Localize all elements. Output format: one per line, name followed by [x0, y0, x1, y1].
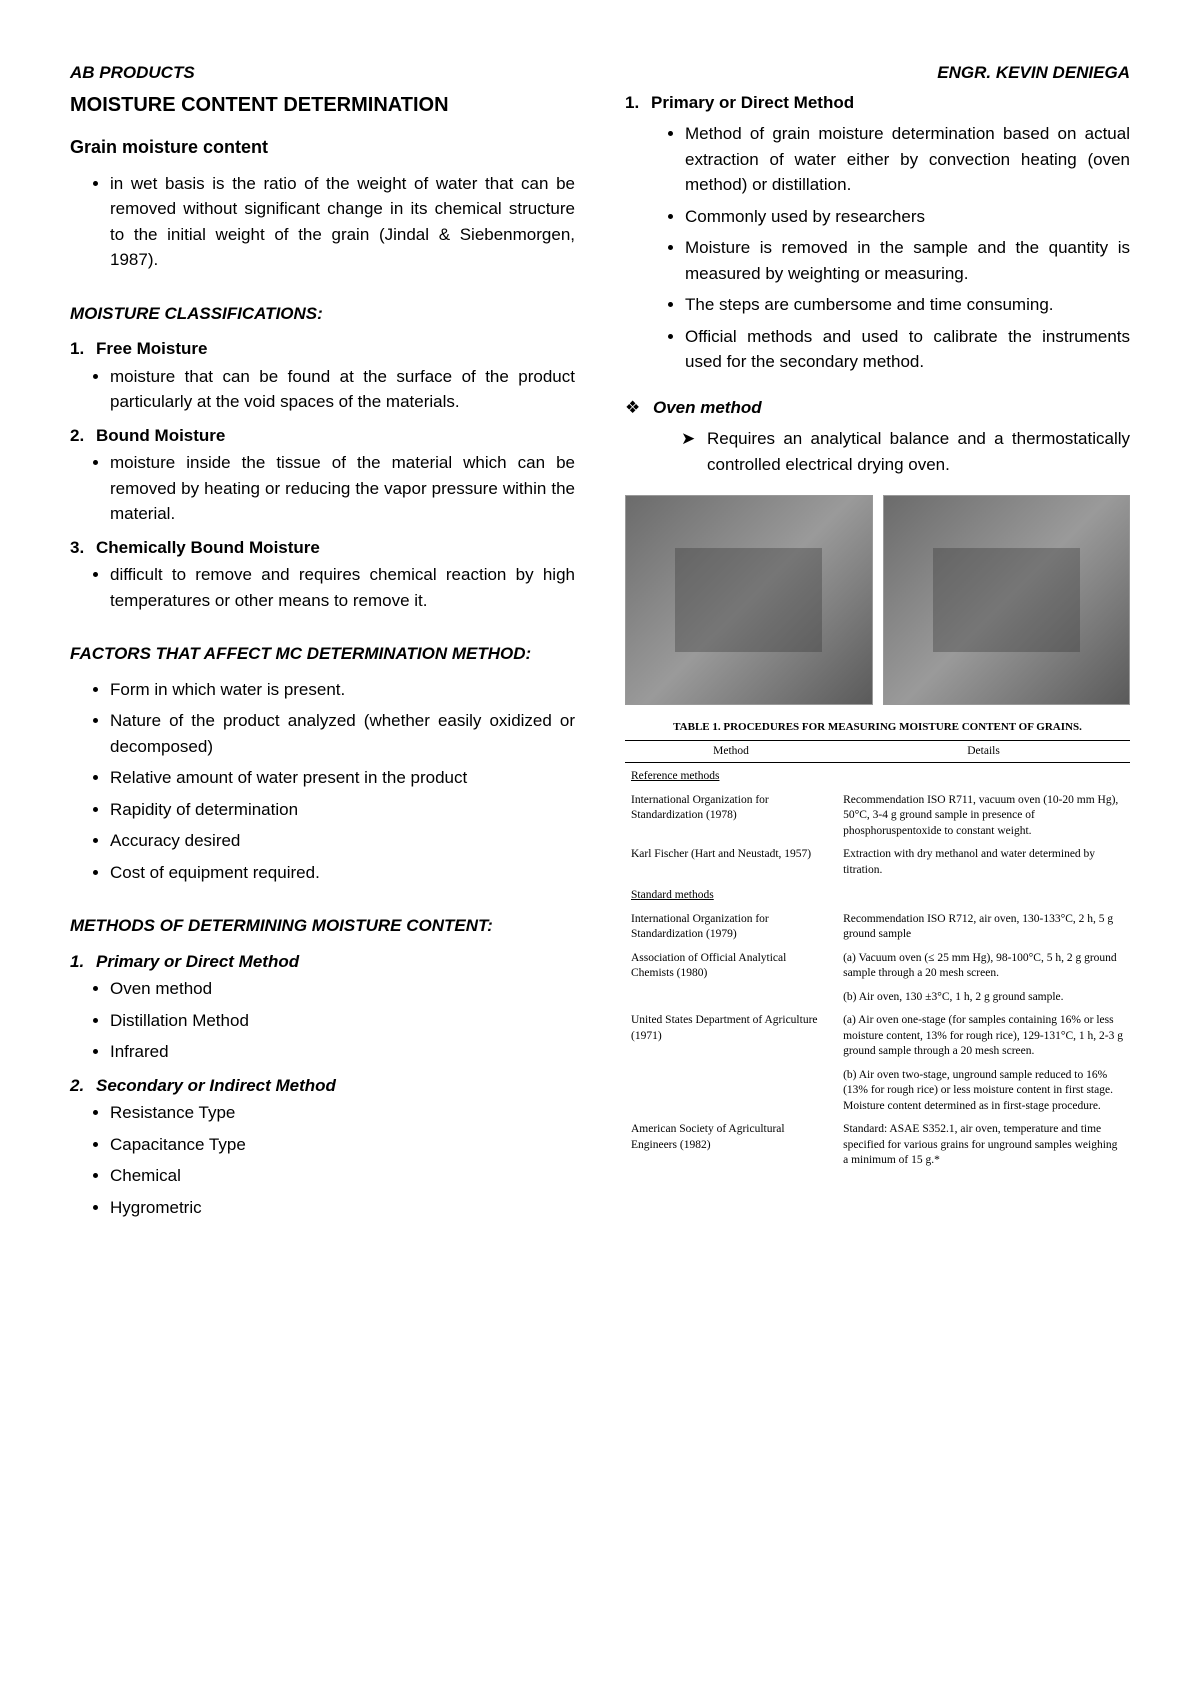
oven-method-row: ❖ Oven method	[625, 395, 1130, 421]
method-item: Hygrometric	[110, 1195, 575, 1221]
table-row: (b) Air oven two-stage, unground sample …	[625, 1064, 1130, 1119]
diamond-icon: ❖	[625, 395, 653, 421]
classification-2-desc: moisture inside the tissue of the materi…	[110, 450, 575, 527]
method-item: Infrared	[110, 1039, 575, 1065]
balance-image-placeholder	[883, 495, 1131, 705]
classification-1: 1. Free Moisture	[70, 336, 575, 362]
cell-detail: Extraction with dry methanol and water d…	[837, 843, 1130, 882]
cell-method: Karl Fischer (Hart and Neustadt, 1957)	[625, 843, 837, 882]
method-item: Capacitance Type	[110, 1132, 575, 1158]
table-row: International Organization for Standardi…	[625, 789, 1130, 844]
th-details: Details	[837, 740, 1130, 763]
classification-2-desc-list: moisture inside the tissue of the materi…	[70, 450, 575, 527]
primary-method-points: Method of grain moisture determination b…	[625, 121, 1130, 375]
header-left: AB PRODUCTS	[70, 60, 195, 86]
pm-point: Method of grain moisture determination b…	[685, 121, 1130, 198]
group-ref: Reference methods	[625, 763, 1130, 789]
cell-method: Association of Official Analytical Chemi…	[625, 947, 837, 986]
cell-detail: (b) Air oven two-stage, unground sample …	[837, 1064, 1130, 1119]
classification-3-desc: difficult to remove and requires chemica…	[110, 562, 575, 613]
method-group-2: 2. Secondary or Indirect Method	[70, 1073, 575, 1099]
method-item: Resistance Type	[110, 1100, 575, 1126]
cell-detail: (a) Vacuum oven (≤ 25 mm Hg), 98-100°C, …	[837, 947, 1130, 986]
classification-1-desc-list: moisture that can be found at the surfac…	[70, 364, 575, 415]
cell-detail: (b) Air oven, 130 ±3°C, 1 h, 2 g ground …	[837, 986, 1130, 1010]
arrow-icon: ➤	[681, 426, 707, 452]
main-title: MOISTURE CONTENT DETERMINATION	[70, 90, 575, 120]
cell-method	[625, 1064, 837, 1119]
pm-point: Commonly used by researchers	[685, 204, 1130, 230]
cell-method: International Organization for Standardi…	[625, 908, 837, 947]
methods-heading: METHODS OF DETERMINING MOISTURE CONTENT:	[70, 913, 575, 939]
left-column: MOISTURE CONTENT DETERMINATION Grain moi…	[70, 90, 575, 1229]
num: 2.	[70, 423, 96, 449]
procedures-table: Method Details Reference methods Interna…	[625, 740, 1130, 1173]
factor-item: Relative amount of water present in the …	[110, 765, 575, 791]
classification-3: 3. Chemically Bound Moisture	[70, 535, 575, 561]
cell-detail: (a) Air oven one-stage (for samples cont…	[837, 1009, 1130, 1064]
method-group-1: 1. Primary or Direct Method	[70, 949, 575, 975]
method-1-title: Primary or Direct Method	[96, 949, 299, 975]
factor-item: Nature of the product analyzed (whether …	[110, 708, 575, 759]
method-item: Distillation Method	[110, 1008, 575, 1034]
num: 3.	[70, 535, 96, 561]
method-item: Oven method	[110, 976, 575, 1002]
table-row: Association of Official Analytical Chemi…	[625, 947, 1130, 986]
equipment-images	[625, 495, 1130, 705]
classification-1-desc: moisture that can be found at the surfac…	[110, 364, 575, 415]
num: 1.	[70, 336, 96, 362]
grain-moisture-heading: Grain moisture content	[70, 134, 575, 161]
table-row: International Organization for Standardi…	[625, 908, 1130, 947]
num: 1.	[70, 949, 96, 975]
oven-requirement-row: ➤ Requires an analytical balance and a t…	[625, 426, 1130, 477]
cell-method: United States Department of Agriculture …	[625, 1009, 837, 1064]
method-1-list: Oven method Distillation Method Infrared	[70, 976, 575, 1065]
cell-method: American Society of Agricultural Enginee…	[625, 1118, 837, 1173]
num: 1.	[625, 90, 651, 116]
classification-3-desc-list: difficult to remove and requires chemica…	[70, 562, 575, 613]
oven-method-heading: Oven method	[653, 395, 762, 421]
cell-detail: Recommendation ISO R712, air oven, 130-1…	[837, 908, 1130, 947]
method-2-list: Resistance Type Capacitance Type Chemica…	[70, 1100, 575, 1220]
th-method: Method	[625, 740, 837, 763]
classification-2: 2. Bound Moisture	[70, 423, 575, 449]
factor-item: Rapidity of determination	[110, 797, 575, 823]
content-columns: MOISTURE CONTENT DETERMINATION Grain moi…	[70, 90, 1130, 1229]
factors-heading: FACTORS THAT AFFECT MC DETERMINATION MET…	[70, 641, 575, 667]
factor-item: Accuracy desired	[110, 828, 575, 854]
pm-point: Moisture is removed in the sample and th…	[685, 235, 1130, 286]
classifications-heading: MOISTURE CLASSIFICATIONS:	[70, 301, 575, 327]
pm-point: The steps are cumbersome and time consum…	[685, 292, 1130, 318]
table-caption: TABLE 1. PROCEDURES FOR MEASURING MOISTU…	[625, 719, 1130, 736]
primary-method-title: Primary or Direct Method	[651, 90, 854, 116]
primary-method-heading: 1. Primary or Direct Method	[625, 90, 1130, 116]
classification-3-title: Chemically Bound Moisture	[96, 535, 320, 561]
method-item: Chemical	[110, 1163, 575, 1189]
oven-image-placeholder	[625, 495, 873, 705]
num: 2.	[70, 1073, 96, 1099]
factors-list: Form in which water is present. Nature o…	[70, 677, 575, 886]
cell-method: International Organization for Standardi…	[625, 789, 837, 844]
pm-point: Official methods and used to calibrate t…	[685, 324, 1130, 375]
table-row: United States Department of Agriculture …	[625, 1009, 1130, 1064]
table-row: American Society of Agricultural Enginee…	[625, 1118, 1130, 1173]
table-row: Karl Fischer (Hart and Neustadt, 1957) E…	[625, 843, 1130, 882]
grain-moisture-list: in wet basis is the ratio of the weight …	[70, 171, 575, 273]
cell-detail: Standard: ASAE S352.1, air oven, tempera…	[837, 1118, 1130, 1173]
cell-detail: Recommendation ISO R711, vacuum oven (10…	[837, 789, 1130, 844]
classification-2-title: Bound Moisture	[96, 423, 225, 449]
grain-moisture-item: in wet basis is the ratio of the weight …	[110, 171, 575, 273]
method-2-title: Secondary or Indirect Method	[96, 1073, 336, 1099]
group-std: Standard methods	[625, 882, 1130, 908]
page-header: AB PRODUCTS ENGR. KEVIN DENIEGA	[70, 60, 1130, 86]
cell-method	[625, 986, 837, 1010]
table-row: (b) Air oven, 130 ±3°C, 1 h, 2 g ground …	[625, 986, 1130, 1010]
factor-item: Cost of equipment required.	[110, 860, 575, 886]
classification-1-title: Free Moisture	[96, 336, 207, 362]
header-right: ENGR. KEVIN DENIEGA	[937, 60, 1130, 86]
factor-item: Form in which water is present.	[110, 677, 575, 703]
right-column: 1. Primary or Direct Method Method of gr…	[625, 90, 1130, 1229]
oven-requirement: Requires an analytical balance and a the…	[707, 426, 1130, 477]
